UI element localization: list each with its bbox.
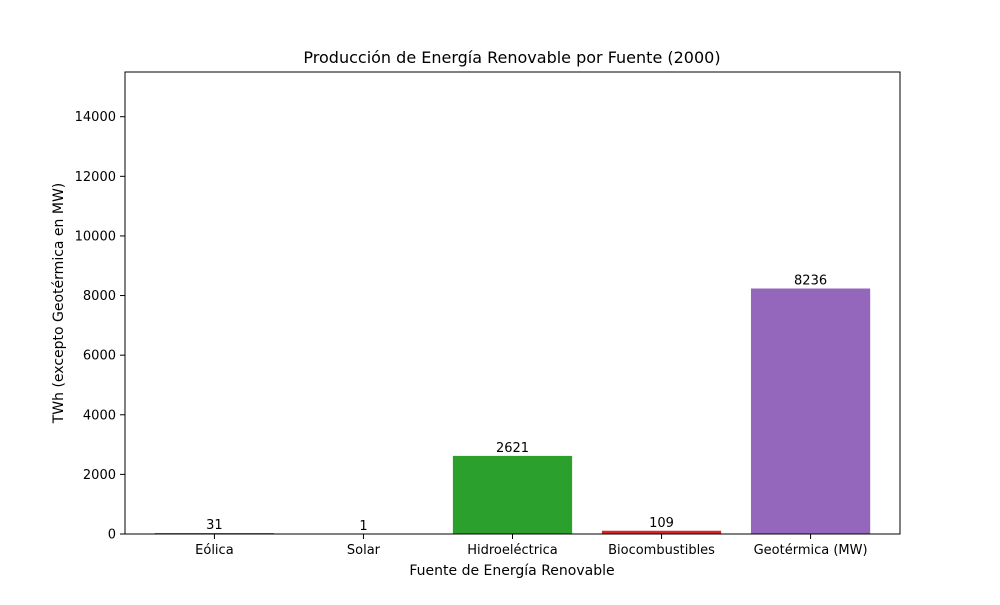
- y-tick-label-5: 10000: [75, 229, 116, 244]
- data-label-2: 2621: [496, 441, 529, 456]
- y-tick-label-1: 2000: [83, 468, 116, 483]
- bar-4: [751, 289, 870, 534]
- y-tick-label-4: 8000: [83, 289, 116, 304]
- x-tick-label-4: Geotérmica (MW): [754, 543, 868, 558]
- x-axis-label: Fuente de Energía Renovable: [409, 563, 614, 579]
- y-tick-label-6: 12000: [75, 170, 116, 185]
- y-tick-label-7: 14000: [75, 110, 116, 125]
- bar-2: [453, 456, 572, 534]
- x-tick-label-2: Hidroeléctrica: [467, 543, 558, 558]
- data-label-3: 109: [649, 516, 674, 531]
- y-tick-label-0: 0: [108, 528, 116, 543]
- y-tick-label-2: 4000: [83, 408, 116, 423]
- x-tick-label-3: Biocombustibles: [608, 543, 715, 558]
- data-label-4: 8236: [794, 274, 827, 289]
- y-tick-label-3: 6000: [83, 349, 116, 364]
- x-tick-label-1: Solar: [347, 543, 381, 558]
- data-label-0: 31: [206, 518, 223, 533]
- chart-title: Producción de Energía Renovable por Fuen…: [303, 48, 720, 67]
- data-label-1: 1: [359, 519, 367, 534]
- x-tick-label-0: Eólica: [195, 543, 234, 558]
- y-axis-label: TWh (excepto Geotérmica en MW): [51, 183, 67, 425]
